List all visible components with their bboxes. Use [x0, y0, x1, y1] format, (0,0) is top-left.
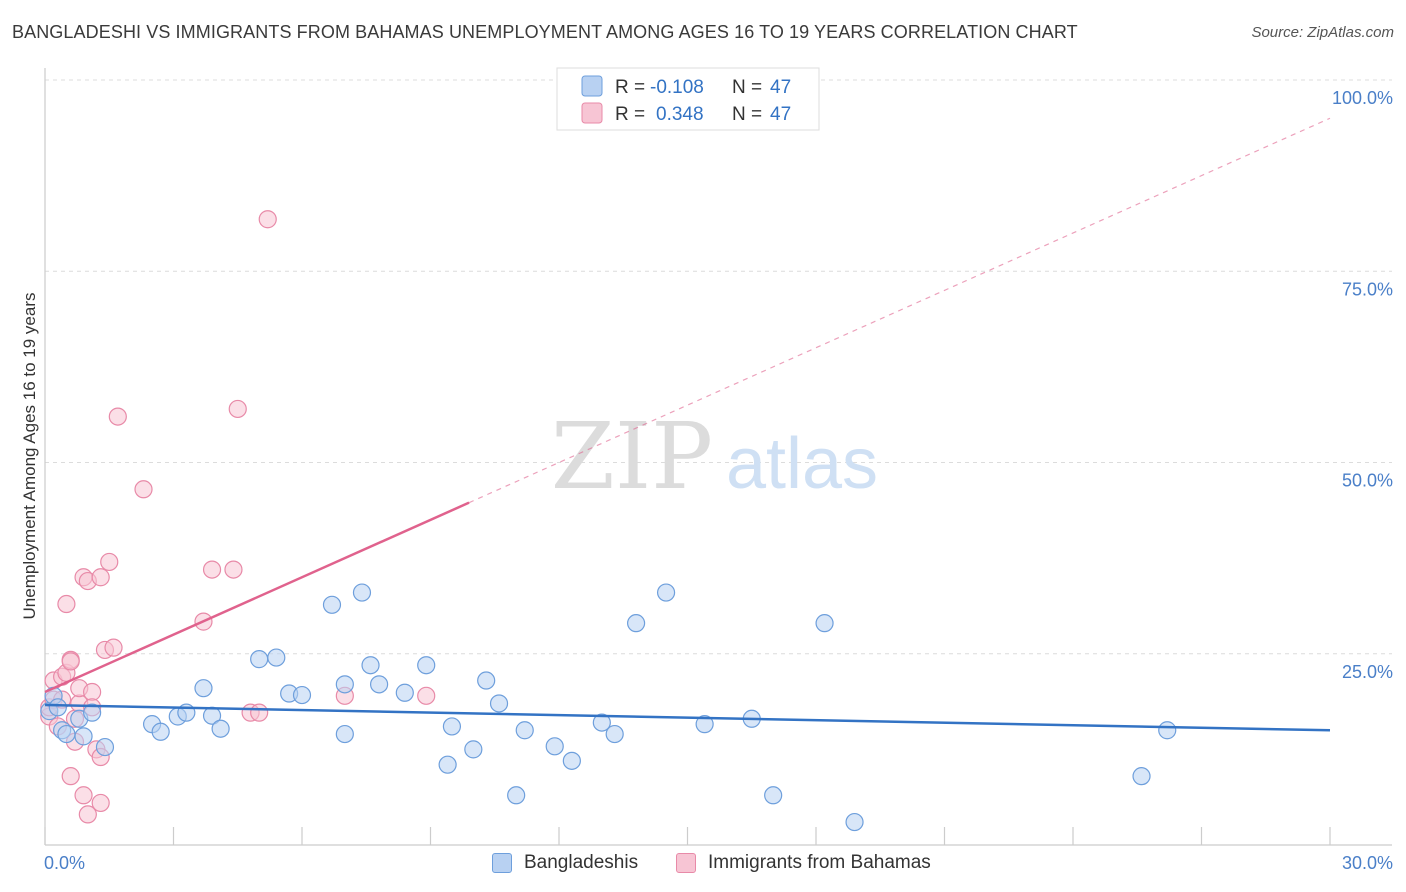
data-point	[61, 652, 80, 671]
data-point	[442, 717, 462, 736]
watermark-zip: ZIP	[551, 403, 713, 510]
y-tick-label: 50.0%	[1342, 471, 1393, 491]
data-point	[417, 656, 436, 675]
bottom-legend-item-bangladeshis: Bangladeshis	[492, 852, 638, 874]
data-point	[592, 713, 611, 732]
data-point	[74, 727, 93, 746]
source-label: Source: ZipAtlas.com	[1251, 24, 1394, 41]
data-point	[477, 671, 496, 690]
data-point	[228, 399, 247, 419]
x-tick-label: 30.0%	[1342, 853, 1393, 873]
data-point	[335, 724, 354, 744]
data-point	[352, 583, 372, 602]
grid-lines	[45, 79, 1392, 655]
legend-n-label: N =	[732, 104, 762, 125]
trend-line-dashed	[468, 117, 1331, 504]
data-point	[417, 686, 436, 705]
bottom-legend-item-immigrants-from-bahamas: Immigrants from Bahamas	[676, 852, 931, 874]
data-point	[1158, 721, 1177, 740]
data-point	[57, 724, 76, 744]
data-point	[361, 656, 380, 675]
bottom-legend: Bangladeshis Immigrants from Bahamas	[0, 852, 1406, 878]
trend-line-solid	[44, 703, 1331, 732]
data-point	[83, 682, 102, 702]
series-immigrants-from-bahamas	[40, 210, 436, 824]
data-point	[104, 638, 123, 657]
chart-title: BANGLADESHI VS IMMIGRANTS FROM BAHAMAS U…	[12, 22, 1078, 42]
data-point	[438, 755, 457, 774]
data-point	[626, 614, 646, 633]
data-point	[48, 698, 67, 717]
data-point	[57, 594, 76, 614]
y-tick-label: 75.0%	[1342, 279, 1393, 299]
data-point	[61, 767, 80, 786]
legend-swatch-blue	[581, 75, 603, 97]
trend-lines	[44, 117, 1331, 732]
legend-r-label: R =	[615, 104, 645, 125]
data-point	[464, 740, 483, 759]
data-point	[656, 583, 676, 602]
bottom-legend-swatch-blue	[492, 853, 512, 873]
data-point	[194, 679, 213, 698]
legend-r-label: R =	[615, 77, 645, 98]
bottom-legend-swatch-pink	[676, 853, 696, 873]
legend-n-label: N =	[732, 77, 762, 98]
data-point	[395, 683, 414, 702]
data-point	[224, 560, 243, 579]
legend-n-value: 47	[770, 77, 791, 98]
data-point	[507, 786, 526, 805]
data-point	[250, 703, 269, 722]
data-point	[91, 568, 110, 587]
legend-n-value: 47	[770, 104, 791, 125]
data-point	[211, 719, 230, 738]
series-bangladeshis	[40, 583, 1177, 832]
y-tick-label: 100.0%	[1332, 88, 1393, 108]
data-point	[562, 751, 581, 770]
data-point	[134, 480, 153, 499]
y-axis-label: Unemployment Among Ages 16 to 19 years	[20, 293, 39, 620]
data-point	[83, 703, 102, 722]
y-tick-label: 25.0%	[1342, 662, 1393, 682]
data-point	[845, 812, 864, 832]
data-point	[100, 552, 119, 572]
data-point	[95, 737, 115, 757]
legend-swatch-pink	[581, 102, 603, 124]
bottom-legend-label: Bangladeshis	[524, 852, 639, 873]
legend-r-value: -0.108	[650, 77, 704, 98]
watermark: ZIP atlas	[551, 403, 878, 510]
data-point	[202, 560, 222, 579]
trend-line-solid	[44, 501, 470, 694]
y-tick-labels: 25.0% 50.0% 75.0% 100.0%	[1332, 88, 1393, 682]
legend-r-value: 0.348	[656, 104, 704, 125]
axes	[44, 68, 1392, 846]
data-point	[815, 614, 834, 633]
data-point	[151, 722, 170, 741]
x-tick-labels: 0.0% 30.0%	[44, 853, 1393, 873]
data-point	[91, 793, 110, 813]
watermark-atlas: atlas	[726, 424, 878, 504]
data-point	[78, 805, 97, 824]
data-point	[292, 685, 312, 705]
data-point	[250, 650, 269, 669]
correlation-legend: R = -0.108 N = 47 R = 0.348 N = 47	[556, 67, 820, 131]
bottom-legend-label: Immigrants from Bahamas	[708, 852, 931, 873]
data-point	[605, 724, 624, 744]
data-point	[108, 407, 127, 426]
data-point	[258, 210, 277, 229]
x-tick-label: 0.0%	[44, 853, 85, 873]
data-point	[489, 694, 509, 713]
data-point	[515, 721, 534, 740]
data-point	[370, 675, 389, 694]
data-point	[1132, 767, 1151, 786]
data-point	[335, 675, 354, 694]
data-point	[695, 715, 714, 734]
data-point	[545, 737, 564, 756]
data-point	[764, 786, 783, 805]
data-point	[74, 786, 93, 805]
data-point	[322, 595, 342, 614]
data-point	[267, 648, 286, 667]
